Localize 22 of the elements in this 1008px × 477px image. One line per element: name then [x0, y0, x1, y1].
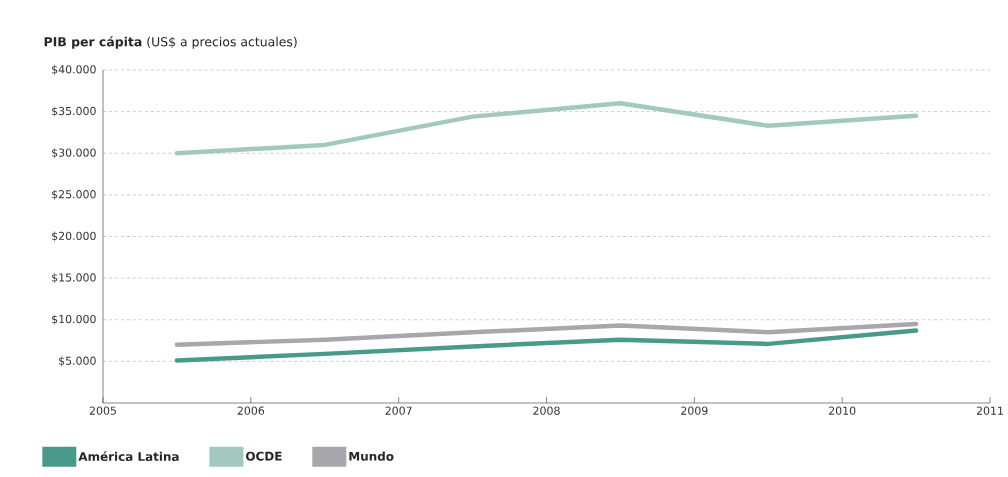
- x-tick-label: 2011: [976, 406, 1003, 415]
- y-tick-label: $35.000: [52, 106, 96, 117]
- y-tick-label: $10.000: [52, 314, 96, 325]
- line-series: [174, 101, 919, 156]
- x-tick-label: 2010: [829, 406, 856, 415]
- x-tick-label: 2006: [237, 406, 265, 415]
- y-tick-label: $30.000: [52, 148, 96, 159]
- x-tick-label: 2008: [533, 406, 560, 415]
- y-tick-label: $25.000: [52, 189, 96, 200]
- x-tick-label: 2005: [89, 406, 116, 415]
- legend-label: OCDE: [245, 451, 282, 461]
- y-tick-label: $40.000: [52, 65, 96, 75]
- y-tick-label: $5.000: [59, 356, 96, 367]
- y-tick-label: $20.000: [52, 231, 96, 242]
- chart-title: PIB per cápita (US$ a precios actuales): [44, 36, 297, 49]
- line-series: [174, 328, 919, 363]
- line-series: [174, 321, 919, 347]
- legend-label: América Latina: [78, 451, 179, 462]
- x-tick-label: 2009: [681, 406, 708, 415]
- legend-label: Mundo: [349, 451, 394, 461]
- y-tick-label: $15.000: [52, 273, 96, 284]
- x-tick-label: 2007: [385, 406, 412, 415]
